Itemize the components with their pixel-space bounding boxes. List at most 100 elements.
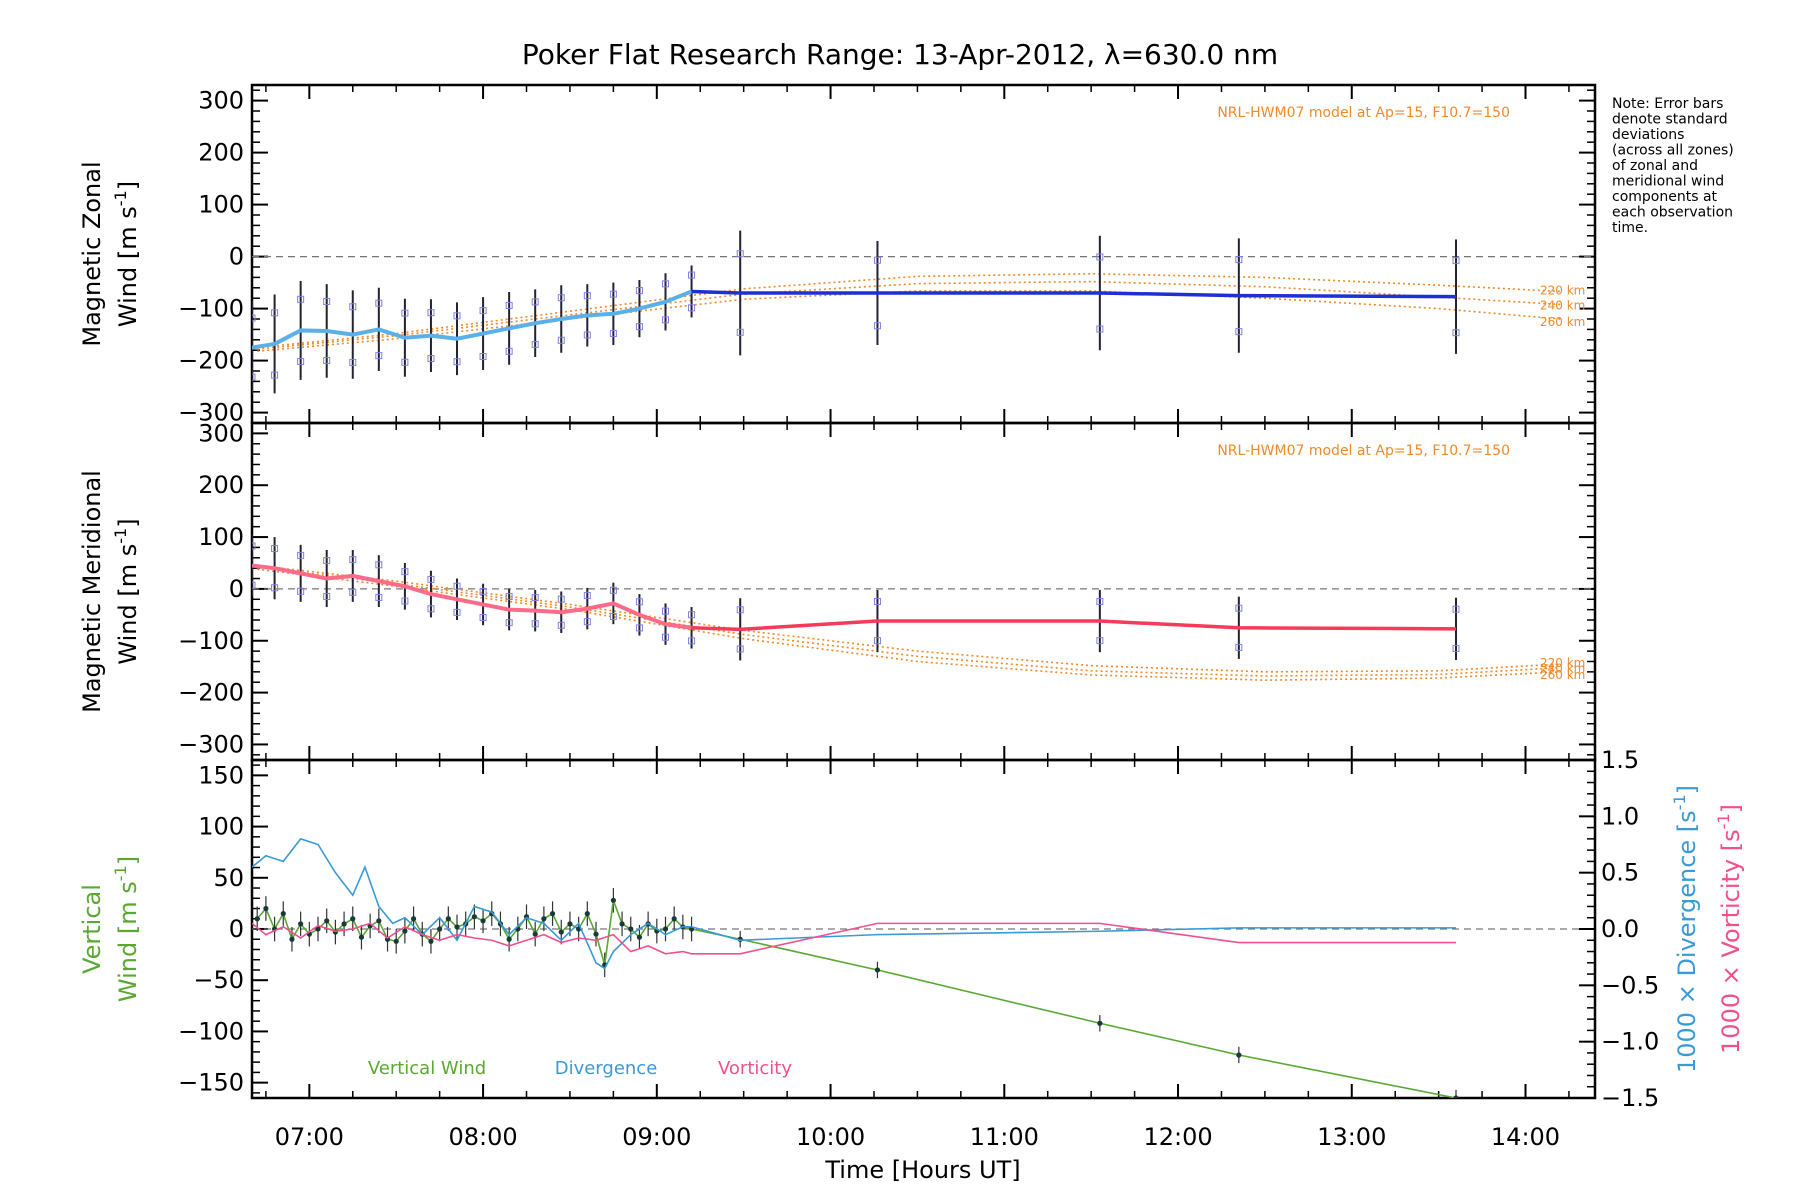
zone-sample-marker: [873, 637, 881, 645]
zone-sample-marker: [736, 606, 744, 614]
y-tick-label: −100: [178, 627, 244, 655]
y-tick-label: −300: [178, 730, 244, 758]
model-line: [257, 564, 1561, 673]
y-label-end: ]: [114, 856, 142, 865]
zone-sample-marker: [427, 575, 435, 583]
y-tick-label: −200: [178, 679, 244, 707]
zone-sample-marker: [271, 545, 279, 553]
y-label-sup: -1: [111, 528, 130, 544]
legend-item: Vertical Wind: [368, 1058, 486, 1079]
vertical-wind-point: [358, 934, 365, 940]
vertical-wind-point: [428, 938, 434, 944]
model-height-label: 260 km: [1540, 668, 1585, 682]
y-tick-label: 0: [229, 243, 244, 271]
zone-sample-marker: [297, 587, 305, 595]
panel-frame: [250, 421, 1597, 762]
model-height-label: 240 km: [1540, 662, 1585, 676]
note-line: deviations: [1612, 127, 1684, 143]
chart-title: Poker Flat Research Range: 13-Apr-2012, …: [522, 38, 1278, 71]
zone-sample-marker: [1096, 637, 1104, 645]
vertical-wind-point: [1453, 1095, 1459, 1098]
zone-sample-marker: [453, 358, 461, 366]
y2-tick-label: −0.5: [1601, 971, 1659, 999]
y-tick-label: −100: [178, 1017, 244, 1045]
y-axis-label: Magnetic Meridional Wind [m s-1]: [78, 470, 142, 713]
vertical-wind-point: [445, 916, 451, 922]
y-label-line1: Magnetic Zonal: [78, 161, 106, 346]
zone-sample-marker: [505, 593, 513, 601]
vertical-wind-point: [298, 921, 304, 927]
zone-sample-marker: [349, 303, 357, 311]
y2-axis-label: 1000 × Divergence [s-1] 1000 × Vorticity …: [1670, 785, 1745, 1073]
y-label-text: Wind [m s: [114, 206, 142, 327]
zone-sample-marker: [531, 594, 539, 602]
vertical-wind-point: [341, 921, 347, 927]
vertical-wind-point: [471, 914, 477, 920]
model-height-label: 260 km: [1540, 315, 1585, 329]
model-height-label: 220 km: [1540, 283, 1585, 297]
vertical-wind-point: [280, 911, 286, 917]
y-label-text: Wind [m s: [114, 881, 142, 1002]
y-tick-label: 100: [198, 813, 244, 841]
x-tick-label: 11:00: [970, 1123, 1039, 1151]
zone-sample-marker: [505, 619, 513, 627]
y-tick-label: 300: [198, 419, 244, 447]
zone-sample-marker: [583, 592, 591, 600]
model-line: [257, 566, 1561, 677]
y-label-line2: Wind [m s-1]: [111, 518, 142, 664]
zone-sample-marker: [401, 358, 409, 366]
zone-sample-marker: [557, 621, 565, 629]
vorticity-line: [252, 922, 1457, 955]
y-label-text: Wind [m s: [114, 544, 142, 665]
divergence-line: [252, 837, 1457, 970]
zone-sample-marker: [479, 587, 487, 595]
zone-sample-marker: [323, 593, 331, 601]
zone-sample-marker: [736, 328, 744, 336]
zone-sample-marker: [479, 614, 487, 622]
model-label: NRL-HWM07 model at Ap=15, F10.7=150: [1217, 443, 1510, 459]
model-line: [257, 290, 1561, 353]
plot-area: [252, 230, 1561, 395]
zone-sample-marker: [557, 294, 565, 302]
note-line: time.: [1612, 220, 1648, 236]
y-tick-label: 100: [198, 523, 244, 551]
vertical-wind-point: [254, 916, 260, 922]
vertical-wind-point: [671, 916, 677, 922]
zone-sample-marker: [271, 371, 279, 379]
y-tick-label: 300: [198, 87, 244, 115]
wind-line-early: [252, 563, 692, 630]
note-line: denote standard: [1612, 112, 1728, 128]
legend-item: Vorticity: [718, 1058, 792, 1079]
zone-sample-marker: [635, 323, 643, 331]
zone-sample-marker: [873, 256, 881, 264]
vertical-wind-point: [1236, 1052, 1242, 1058]
zone-sample-marker: [873, 322, 881, 330]
zone-sample-marker: [375, 593, 383, 601]
vertical-wind-point: [324, 918, 330, 924]
plot-area: [252, 534, 1561, 681]
zone-sample-marker: [531, 340, 539, 348]
y-label-line1: Vertical: [78, 884, 106, 974]
vertical-wind-point: [350, 916, 356, 922]
zone-sample-marker: [375, 561, 383, 569]
y-tick-label: 200: [198, 471, 244, 499]
zone-sample-marker: [453, 582, 461, 590]
vertical-wind-point: [263, 905, 269, 912]
label-text: 1000 × Vorticity [s: [1717, 829, 1745, 1054]
y-label-line2: Wind [m s-1]: [111, 856, 142, 1002]
zone-sample-marker: [427, 355, 435, 363]
vertical-wind-point: [567, 921, 573, 927]
zone-sample-marker: [583, 331, 591, 339]
y2-tick-label: −1.5: [1601, 1084, 1659, 1112]
zone-sample-marker: [252, 542, 256, 550]
divergence-axis-label: 1000 × Divergence [s-1]: [1670, 785, 1701, 1073]
vertical-wind-point: [480, 918, 486, 924]
zone-sample-marker: [252, 314, 256, 322]
zone-sample-marker: [1235, 256, 1243, 264]
y-tick-label: 0: [229, 575, 244, 603]
panel-meridional: −300 −200 −100 0 100 200 300 Magnetic Meridiona…: [78, 419, 1597, 762]
zone-sample-marker: [688, 637, 696, 645]
y2-tick-label: 1.5: [1601, 746, 1639, 774]
y-label-end: ]: [114, 518, 142, 527]
